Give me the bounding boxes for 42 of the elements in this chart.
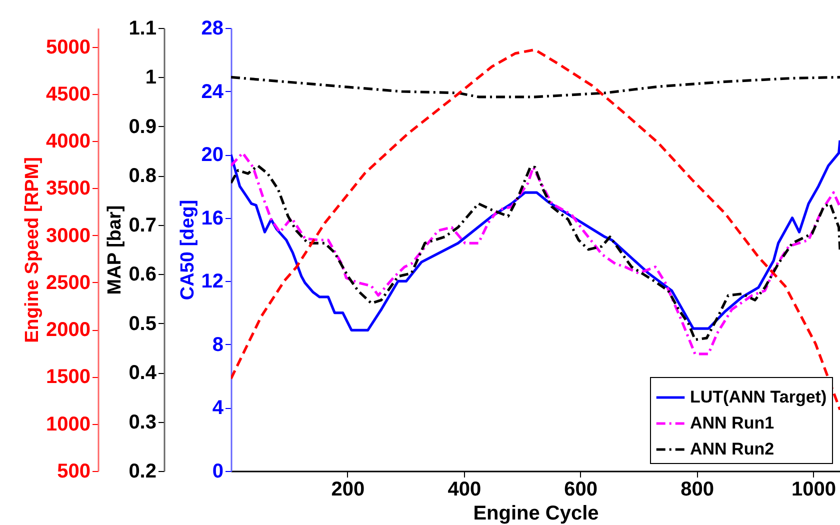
y-tick-label: 8 <box>212 334 224 356</box>
y3-tick-label: 1000 <box>46 413 90 436</box>
y-tick-label: 4 <box>212 397 224 420</box>
y3-tick-label: 3000 <box>46 224 90 247</box>
y3-tick-label: 2000 <box>46 319 90 342</box>
y-tick-label: 12 <box>201 270 224 293</box>
y3-tick-label: 4500 <box>46 83 90 106</box>
y-tick-label: 20 <box>201 144 224 166</box>
y2-tick-label: 0.6 <box>128 264 156 286</box>
y2-tick-label: 0.4 <box>128 362 158 384</box>
x-axis-title: Engine Cycle <box>473 502 599 524</box>
line-series <box>231 48 840 412</box>
y-axis-title: CA50 [deg] <box>177 200 198 300</box>
y2-tick-label: 0.8 <box>128 165 156 188</box>
y-tick-label: 0 <box>212 460 224 482</box>
y2-tick-label: 1 <box>145 66 156 89</box>
y2-axis-title: MAP [bar] <box>104 205 126 295</box>
x-tick-label: 400 <box>448 478 482 500</box>
x-tick-label: 600 <box>564 478 598 500</box>
y2-tick-label: 0.7 <box>128 214 156 236</box>
y2-tick-label: 0.3 <box>128 411 156 434</box>
legend-label: ANN Run1 <box>690 414 774 432</box>
y-tick-label: 28 <box>201 18 224 40</box>
y2-tick-label: 0.5 <box>128 312 156 335</box>
y3-tick-label: 3500 <box>46 178 90 200</box>
y2-tick-label: 0.9 <box>128 116 156 138</box>
y3-axis-title: Engine Speed [RPM] <box>22 157 44 343</box>
x-tick-label: 1000 <box>791 478 836 500</box>
y2-tick-label: 0.2 <box>128 460 156 482</box>
line-series <box>231 76 840 98</box>
x-tick-label: 200 <box>331 478 365 500</box>
y-tick-label: 24 <box>201 80 224 103</box>
y3-tick-label: 1500 <box>46 366 90 388</box>
y-tick-label: 16 <box>201 207 224 230</box>
x-tick-label: 800 <box>680 478 714 500</box>
y2-tick-label: 1.1 <box>128 18 156 40</box>
legend-label: LUT(ANN Target) <box>690 388 827 406</box>
y3-tick-label: 5000 <box>46 36 90 58</box>
y3-tick-label: 2500 <box>46 272 90 294</box>
y3-tick-label: 4000 <box>46 130 90 153</box>
legend-label: ANN Run2 <box>690 440 774 458</box>
y3-tick-label: 500 <box>57 460 90 482</box>
